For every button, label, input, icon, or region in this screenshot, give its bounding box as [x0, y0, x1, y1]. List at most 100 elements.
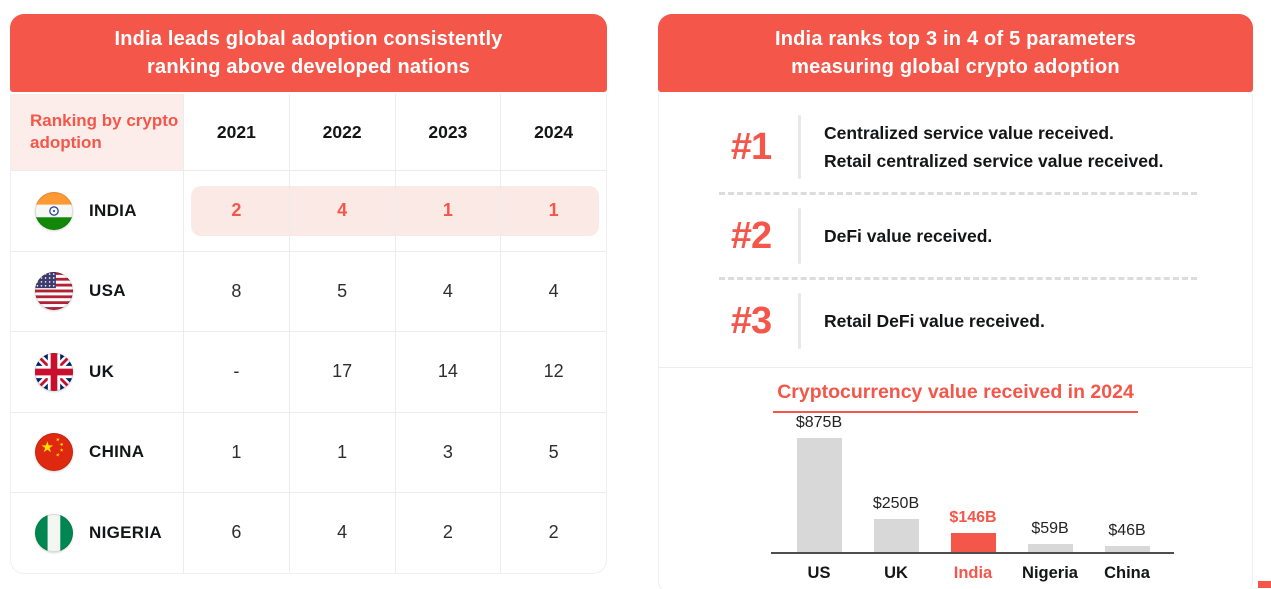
- year-label: 2022: [322, 121, 362, 142]
- rank-value: 12: [543, 361, 564, 382]
- uk-flag-icon: [35, 352, 73, 391]
- country-cell: UK: [11, 332, 183, 412]
- country-name: UK: [89, 361, 115, 381]
- country-cell: CHINA: [11, 413, 183, 493]
- rank-cell: 5: [500, 412, 606, 492]
- left-title-line2: ranking above developed nations: [147, 56, 470, 78]
- rank-cell: 1: [500, 171, 606, 251]
- table-row-usa: USA 8 5 4 4: [11, 250, 606, 332]
- year-header-2024: 2024: [500, 94, 606, 170]
- rank-cell: 1: [394, 171, 501, 251]
- rank-value: 1: [337, 441, 348, 462]
- bar-category-label: UK: [884, 564, 908, 582]
- rank-value: 5: [548, 441, 559, 462]
- parameter-item-2: #2 DeFi value received.: [719, 208, 1197, 264]
- bar-value-label: $46B: [1108, 522, 1146, 539]
- bar-value-label: $59B: [1031, 520, 1069, 537]
- vertical-separator: [798, 115, 801, 179]
- right-panel-title: India ranks top 3 in 4 of 5 parameters m…: [658, 14, 1253, 92]
- right-title-line2: measuring global crypto adoption: [791, 56, 1120, 78]
- left-title-line1: India leads global adoption consistently: [114, 27, 503, 50]
- rank-cell: 2: [183, 171, 289, 251]
- dashed-divider: [719, 277, 1197, 280]
- decoration-red-corner: [1258, 581, 1271, 588]
- rank-cell: 1: [288, 412, 395, 492]
- rank-value: 4: [337, 522, 348, 543]
- country-cell: USA: [11, 252, 183, 332]
- year-header-2021: 2021: [183, 94, 289, 170]
- bar-value-label: $875B: [795, 414, 843, 431]
- right-panel-body: #1 Centralized service value received. Ret…: [658, 94, 1253, 589]
- parameter-text: DeFi value received.: [824, 226, 993, 246]
- dashed-divider: [719, 192, 1197, 195]
- corner-label: Ranking by crypto adoption: [30, 110, 179, 152]
- table-row-china: CHINA 1 1 3 5: [11, 411, 606, 493]
- bar-category-label: Nigeria: [1022, 564, 1078, 582]
- rank-value: 17: [332, 361, 353, 382]
- country-name: CHINA: [89, 442, 145, 462]
- rank-value: 1: [231, 441, 242, 462]
- right-title-line1: India ranks top 3 in 4 of 5 parameters: [774, 27, 1137, 50]
- rank-cell: 4: [394, 251, 501, 331]
- rank-cell: 4: [288, 493, 395, 573]
- country-cell: INDIA: [11, 171, 183, 251]
- rank-cell: 4: [288, 171, 395, 251]
- bar-value-label: $250B: [872, 495, 920, 512]
- right-panel: India ranks top 3 in 4 of 5 parameters m…: [658, 14, 1253, 589]
- rank-value: 4: [337, 200, 348, 221]
- usa-flag-icon: [35, 272, 73, 311]
- left-panel-title: India leads global adoption consistently…: [10, 14, 607, 92]
- highlight-band: [501, 186, 599, 236]
- parameter-rank: #3: [730, 299, 772, 342]
- rank-cell: 4: [500, 251, 606, 331]
- rank-value: 2: [548, 522, 559, 543]
- table-row-nigeria: NIGERIA 6 4 2 2: [11, 492, 606, 573]
- bar-category-label: India: [953, 564, 993, 582]
- nigeria-flag-icon: [35, 513, 73, 552]
- parameter-item-3: #3 Retail DeFi value received.: [719, 293, 1197, 349]
- rank-cell: 14: [394, 332, 501, 412]
- bar-category-label: China: [1104, 564, 1150, 582]
- table-row-uk: UK - 17 14 12: [11, 331, 606, 412]
- rank-value: 4: [442, 280, 453, 301]
- india-flag-icon: [35, 191, 73, 230]
- rank-value: 2: [231, 200, 242, 221]
- rank-cell: 2: [500, 493, 606, 573]
- rank-value: 6: [231, 522, 242, 543]
- rank-value: 4: [548, 280, 559, 301]
- rank-cell: 12: [500, 332, 606, 412]
- year-label: 2024: [534, 121, 574, 142]
- china-flag-icon: [35, 433, 73, 472]
- parameter-rank: #2: [730, 214, 772, 257]
- parameter-text: Centralized service value received. Retai…: [824, 123, 1164, 171]
- year-label: 2023: [428, 121, 468, 142]
- bar-uk: [873, 519, 919, 552]
- country-name: INDIA: [89, 200, 137, 220]
- ranking-table-corner-cell: Ranking by crypto adoption: [11, 94, 183, 170]
- parameter-item-1: #1 Centralized service value received. Ret…: [719, 115, 1197, 179]
- rank-cell: -: [183, 332, 289, 412]
- bar-nigeria: [1027, 544, 1073, 552]
- rank-cell: 5: [288, 251, 395, 331]
- rank-value: 8: [231, 280, 242, 301]
- rank-value: 14: [437, 361, 458, 382]
- rank-value: 2: [442, 522, 453, 543]
- highlight-band: [289, 186, 395, 236]
- chart-x-axis: [771, 552, 1174, 554]
- bar-us: [796, 438, 842, 552]
- year-label: 2021: [216, 121, 256, 142]
- ranking-table-header-row: Ranking by crypto adoption 2021 2022 2023 2…: [11, 94, 606, 170]
- year-header-2023: 2023: [394, 94, 501, 170]
- table-row-india: INDIA 2 4 1 1: [11, 170, 606, 251]
- rank-cell: 17: [288, 332, 395, 412]
- rank-cell: 1: [183, 412, 289, 492]
- rank-cell: 8: [183, 251, 289, 331]
- rank-value: 1: [442, 200, 453, 221]
- parameters-list: #1 Centralized service value received. Ret…: [659, 94, 1252, 368]
- rank-value: -: [233, 361, 240, 382]
- rank-value: 1: [548, 200, 559, 221]
- country-name: NIGERIA: [89, 522, 162, 542]
- year-header-2022: 2022: [288, 94, 395, 170]
- rank-value: 5: [337, 280, 348, 301]
